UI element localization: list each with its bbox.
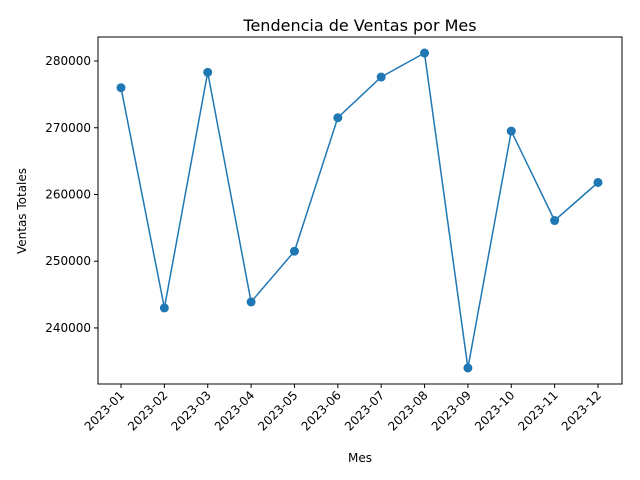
x-tick-label: 2023-03: [168, 388, 213, 433]
y-tick-label: 280000: [45, 54, 91, 68]
data-point: [593, 177, 603, 187]
x-tick-label: 2023-02: [125, 388, 170, 433]
y-axis-label: Ventas Totales: [15, 168, 29, 254]
data-points: [116, 48, 603, 373]
y-axis: 240000 250000 260000 270000 280000: [45, 54, 98, 335]
data-point: [246, 297, 256, 307]
y-tick-label: 240000: [45, 321, 91, 335]
data-point: [463, 363, 473, 373]
x-axis-label: Mes: [348, 451, 372, 465]
chart-title: Tendencia de Ventas por Mes: [242, 16, 476, 35]
data-point: [550, 216, 560, 226]
x-tick-label: 2023-07: [342, 388, 387, 433]
x-tick-label: 2023-05: [255, 388, 300, 433]
x-tick-label: 2023-06: [299, 388, 344, 433]
x-tick-label: 2023-08: [385, 388, 430, 433]
y-tick-label: 250000: [45, 254, 91, 268]
data-point: [333, 113, 343, 123]
x-tick-label: 2023-10: [472, 388, 517, 433]
data-point: [376, 72, 386, 82]
data-point: [420, 48, 430, 58]
data-point: [289, 246, 299, 256]
y-tick-label: 260000: [45, 187, 91, 201]
y-tick-label: 270000: [45, 121, 91, 135]
data-point: [116, 83, 126, 93]
x-tick-label: 2023-11: [515, 388, 560, 433]
x-tick-label: 2023-01: [82, 388, 127, 433]
series-line: [120, 51, 599, 369]
data-point: [506, 126, 516, 136]
plot-frame: [97, 36, 623, 385]
data-point: [203, 67, 213, 77]
x-axis: 2023-012023-022023-032023-042023-052023-…: [82, 384, 604, 434]
x-tick-label: 2023-09: [429, 388, 474, 433]
x-tick-label: 2023-04: [212, 388, 257, 433]
data-point: [159, 303, 169, 313]
x-tick-label: 2023-12: [559, 388, 604, 433]
